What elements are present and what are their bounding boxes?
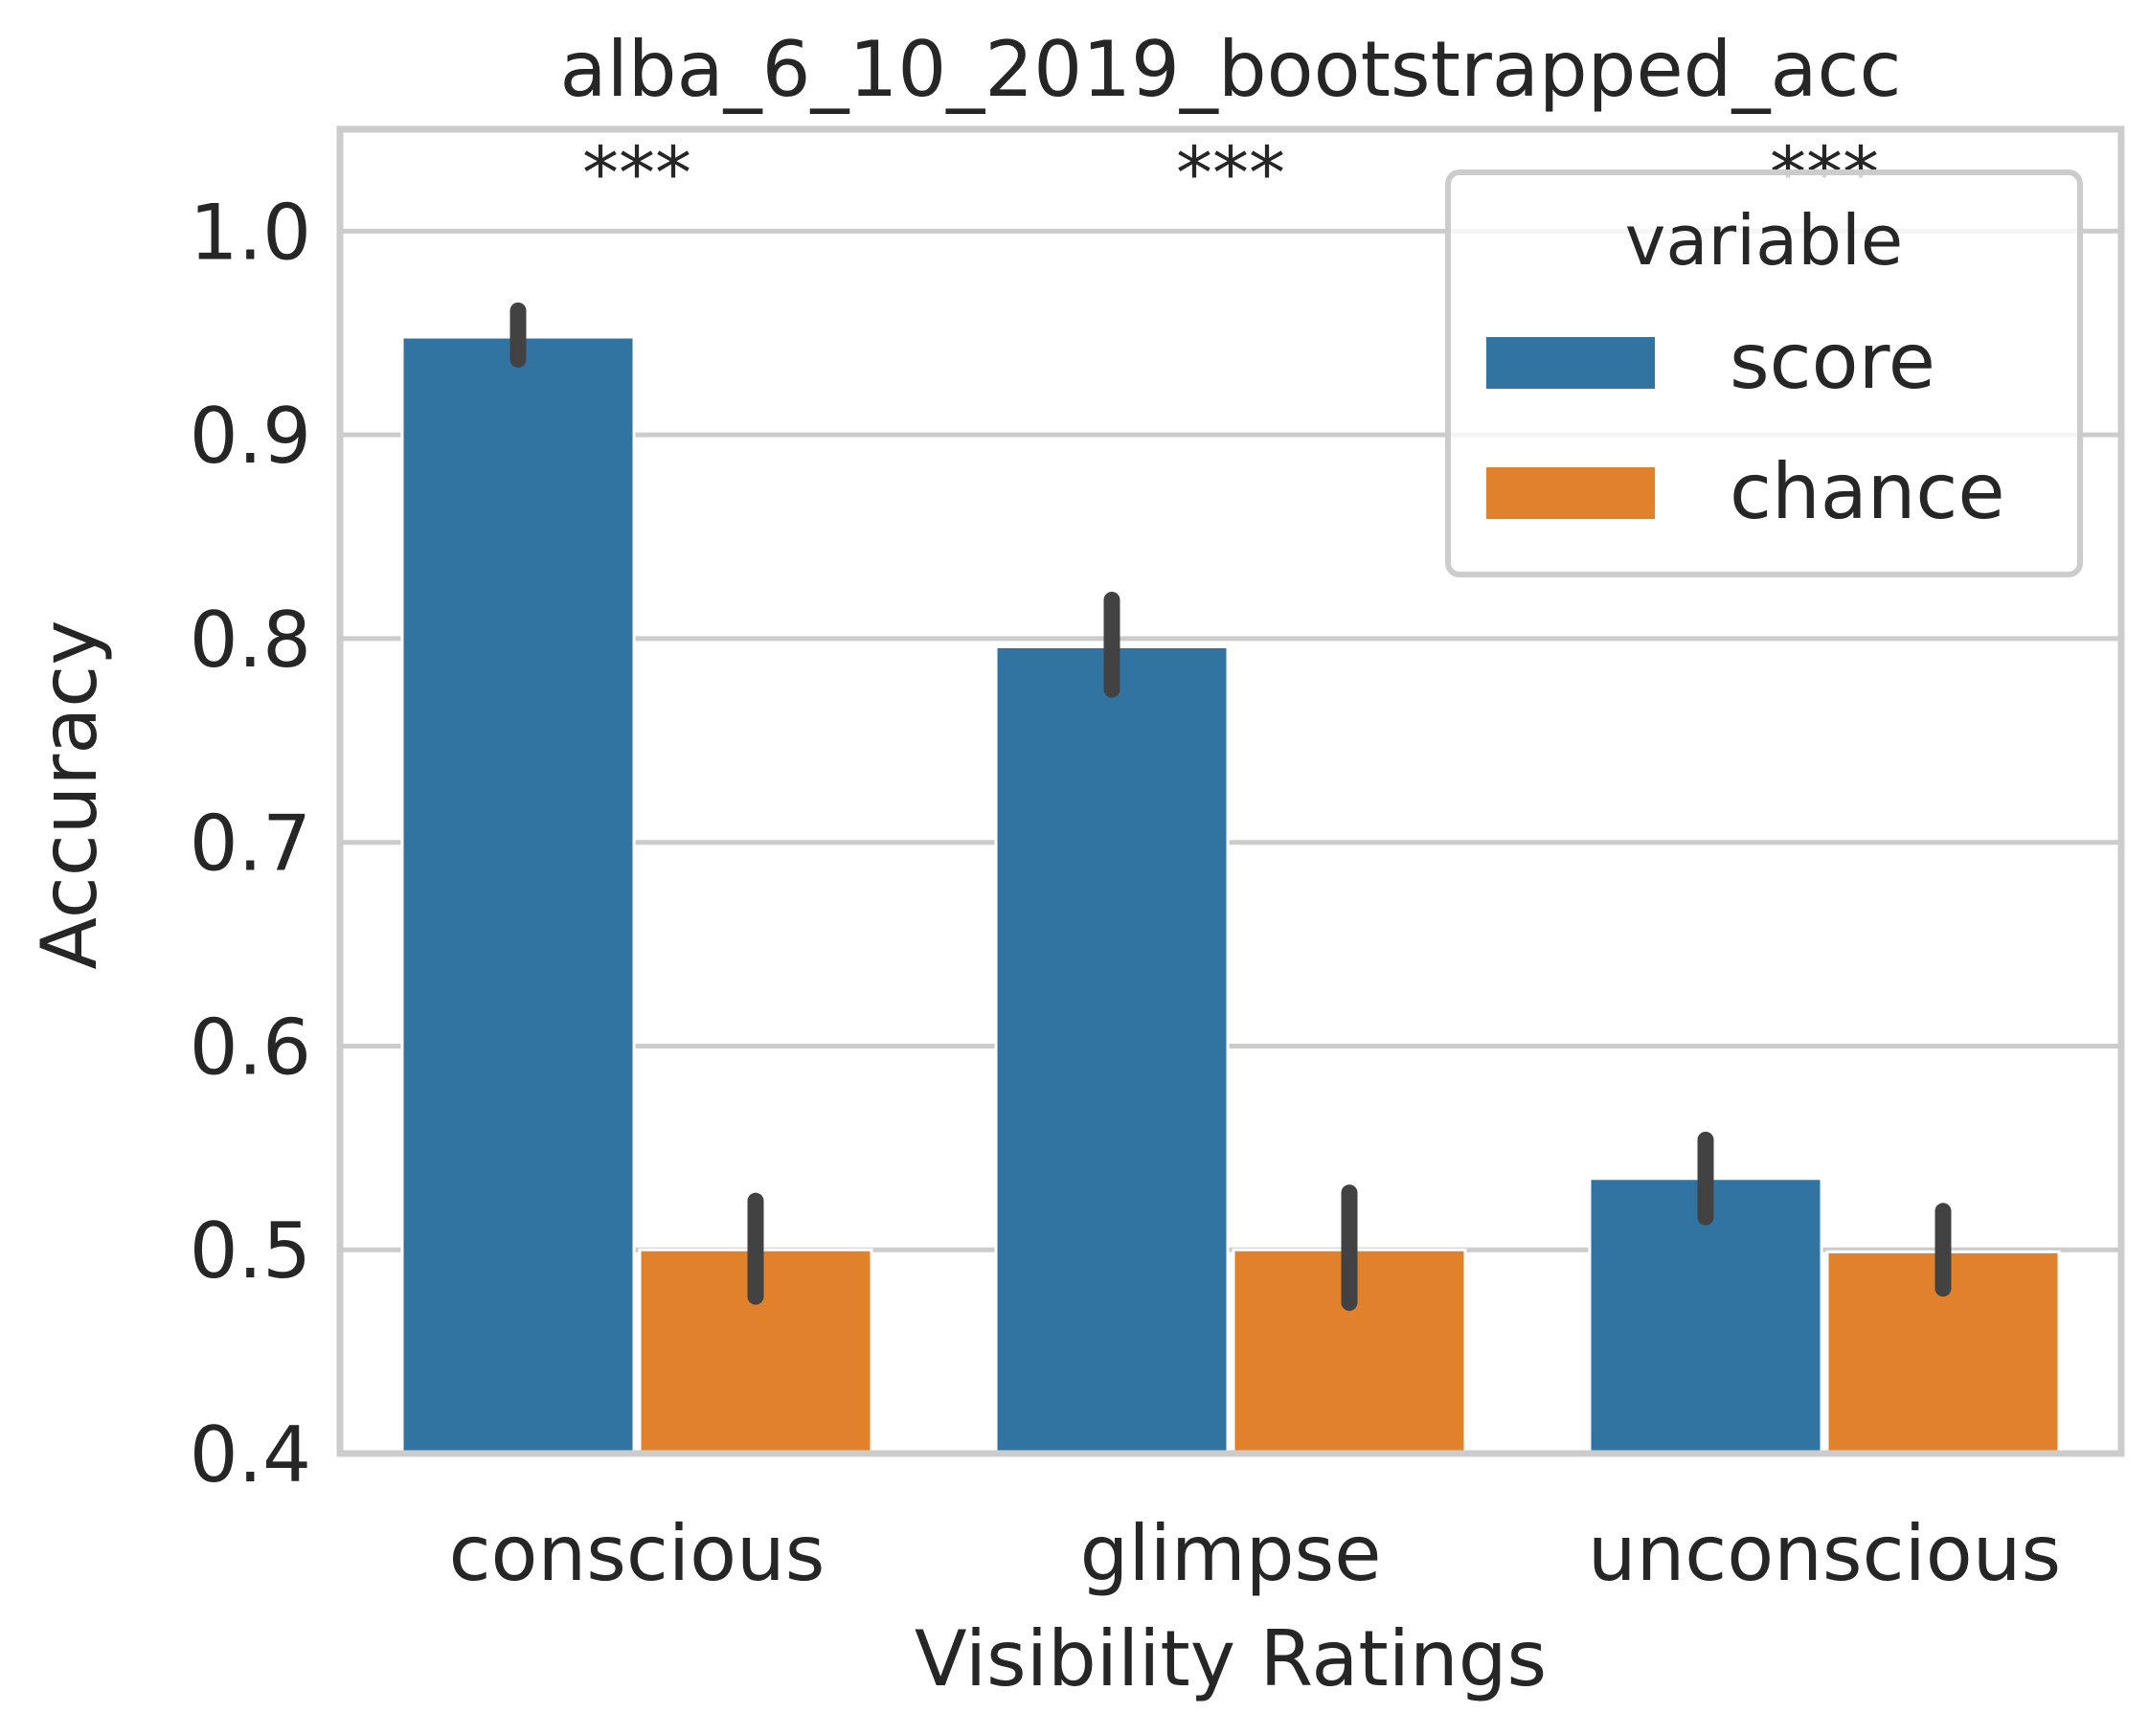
legend-label-score: score [1730,317,1935,406]
y-axis-label: Accuracy [25,620,114,969]
y-tick-label: 0.4 [190,1410,311,1499]
significance-marker: *** [582,130,691,215]
y-tick-label: 0.9 [190,392,311,481]
x-tick-label: unconscious [1588,1509,2061,1598]
y-tick-label: 0.5 [190,1206,311,1296]
y-tick-labels: 0.4 0.5 0.6 0.7 0.8 0.9 1.0 [190,188,311,1499]
y-tick-label: 0.7 [190,800,311,889]
legend-swatch-chance [1486,467,1655,519]
bar-score-conscious [400,335,636,1455]
x-tick-labels: conscious glimpse unconscious [449,1509,2062,1598]
legend-title: variable [1625,200,1903,281]
chart-title: alba_6_10_2019_bootstrapped_acc [560,25,1902,114]
significance-marker: *** [1176,130,1285,215]
y-tick-label: 1.0 [190,188,311,277]
x-tick-label: conscious [449,1509,826,1598]
legend: variable score chance [1445,169,2083,577]
x-tick-label: glimpse [1080,1509,1382,1598]
plot-frame [336,125,2125,1457]
legend-swatch-score [1486,337,1655,389]
y-tick-label: 0.6 [190,1003,311,1092]
grid-lines [340,228,2121,1456]
legend-label-chance: chance [1730,447,2005,536]
y-tick-label: 0.8 [190,596,311,685]
error-bars [509,302,1952,1312]
bar-score-glimpse [994,644,1230,1455]
x-axis-label: Visibility Ratings [915,1614,1547,1703]
